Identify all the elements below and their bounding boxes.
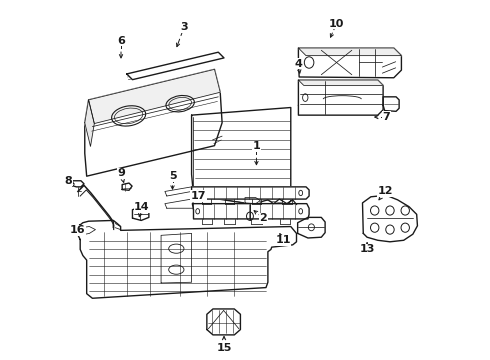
Text: 17: 17	[191, 191, 206, 201]
Polygon shape	[298, 48, 401, 78]
Text: 8: 8	[65, 176, 73, 186]
Text: 10: 10	[329, 19, 344, 28]
Polygon shape	[192, 187, 309, 199]
Polygon shape	[298, 80, 383, 115]
Polygon shape	[363, 195, 417, 242]
Polygon shape	[165, 187, 192, 196]
Text: 11: 11	[275, 235, 291, 245]
Polygon shape	[77, 220, 296, 298]
Polygon shape	[298, 80, 383, 85]
Polygon shape	[89, 69, 220, 123]
Text: 14: 14	[134, 202, 150, 212]
Polygon shape	[298, 48, 401, 56]
Text: 15: 15	[216, 343, 232, 353]
Text: 12: 12	[378, 186, 393, 197]
Polygon shape	[78, 226, 96, 235]
Text: 13: 13	[359, 244, 375, 255]
Polygon shape	[297, 217, 325, 238]
Polygon shape	[132, 207, 149, 220]
Polygon shape	[165, 199, 194, 208]
Polygon shape	[122, 183, 132, 190]
Polygon shape	[73, 181, 84, 187]
Text: 2: 2	[259, 213, 267, 223]
Polygon shape	[85, 100, 94, 147]
Text: 4: 4	[294, 59, 302, 69]
Text: 5: 5	[169, 171, 176, 181]
Text: 16: 16	[70, 225, 86, 235]
Polygon shape	[245, 198, 260, 204]
Text: 6: 6	[117, 36, 125, 46]
Text: 7: 7	[382, 112, 390, 122]
Polygon shape	[85, 69, 222, 176]
Polygon shape	[192, 108, 291, 208]
Polygon shape	[193, 204, 309, 219]
Text: 9: 9	[117, 168, 125, 178]
Text: 1: 1	[252, 141, 260, 152]
Polygon shape	[127, 52, 224, 80]
Polygon shape	[383, 97, 399, 111]
Text: 3: 3	[180, 22, 188, 32]
Polygon shape	[207, 309, 241, 335]
